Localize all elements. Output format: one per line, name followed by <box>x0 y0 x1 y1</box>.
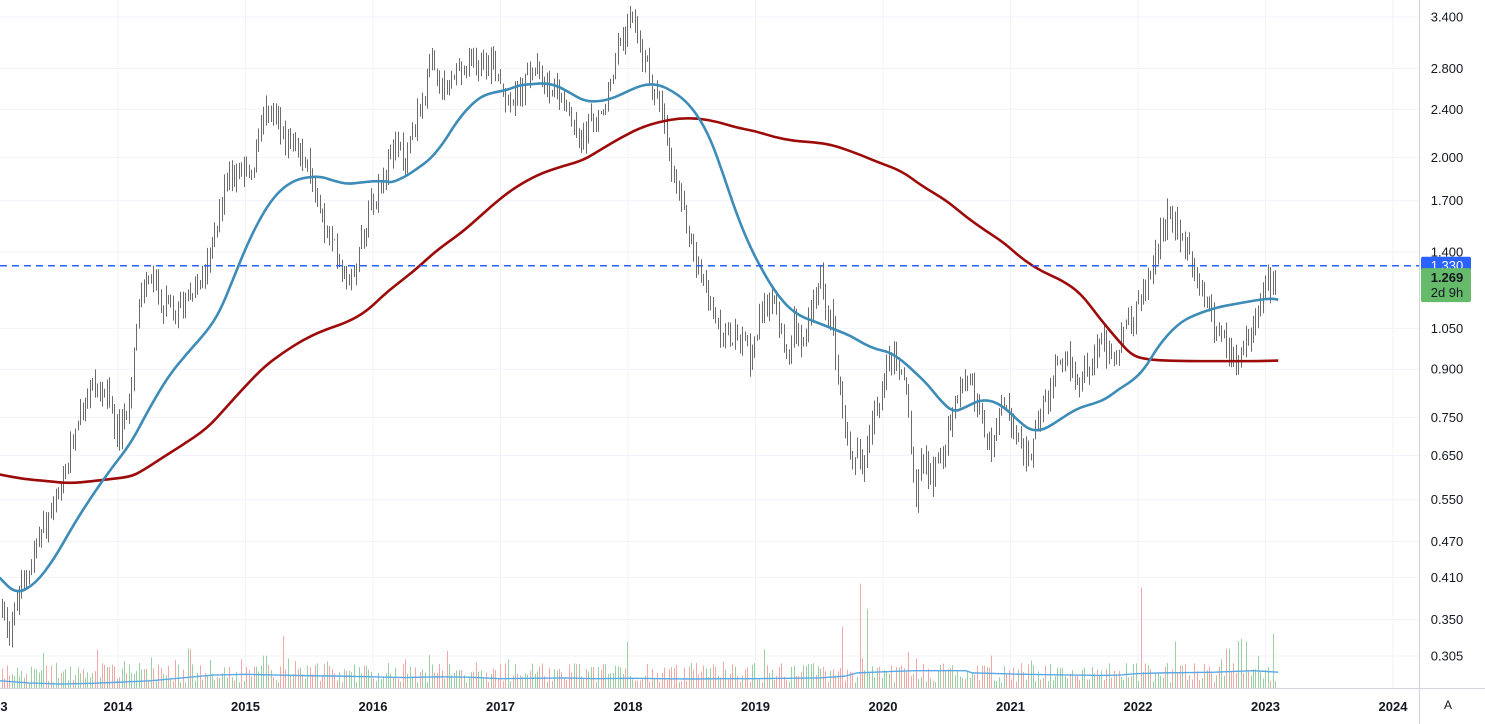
time-tick-label: 3 <box>0 699 7 714</box>
price-tick-label: 0.305 <box>1431 649 1464 664</box>
time-tick-label: 2019 <box>741 699 770 714</box>
long-ma-line <box>0 116 1279 485</box>
price-tick-label: 2.400 <box>1431 102 1464 117</box>
price-tick-label: 0.350 <box>1431 612 1464 627</box>
time-tick-label: 2016 <box>359 699 388 714</box>
price-tick-label: 2.000 <box>1431 150 1464 165</box>
price-tick-label: 0.750 <box>1431 410 1464 425</box>
volume-bars <box>0 583 1279 688</box>
candles <box>2 5 1276 648</box>
price-tick-label: 0.550 <box>1431 492 1464 507</box>
price-tick-label: 0.410 <box>1431 570 1464 585</box>
price-tick-label: 0.650 <box>1431 448 1464 463</box>
price-tick-label: 1.050 <box>1431 321 1464 336</box>
last-price-label-box <box>1421 268 1471 303</box>
volume-ma-line <box>0 670 1279 685</box>
time-tick-label: 2022 <box>1124 699 1153 714</box>
time-tick-label: 2017 <box>486 699 515 714</box>
price-tick-label: 0.470 <box>1431 534 1464 549</box>
time-tick-label: 2014 <box>104 699 134 714</box>
time-tick-label: 2023 <box>1251 699 1280 714</box>
time-tick-label: 2015 <box>231 699 260 714</box>
price-axis[interactable]: 3.400 2.800 2.400 2.000 1.700 1.400 1.050 0.900… <box>1431 10 1464 664</box>
time-axis[interactable]: 3 2014 2015 2016 2017 2018 2019 2020 2021 2022 202… <box>0 699 1408 714</box>
last-price-label: 1.269 <box>1431 270 1464 285</box>
time-tick-label: 2020 <box>869 699 898 714</box>
price-tick-label: 2.800 <box>1431 61 1464 76</box>
price-tick-label: 1.700 <box>1431 193 1464 208</box>
moving-averages <box>0 82 1419 593</box>
time-tick-label: 2018 <box>614 699 643 714</box>
auto-scale-button[interactable]: A <box>1437 694 1459 716</box>
price-tick-label: 0.900 <box>1431 362 1464 377</box>
price-tick-label: 1.400 <box>1431 245 1464 260</box>
price-tick-label: 3.400 <box>1431 10 1464 25</box>
time-tick-label: 2021 <box>996 699 1025 714</box>
bar-countdown-label: 2d 9h <box>1431 285 1464 300</box>
time-tick-label: 2024 <box>1379 699 1409 714</box>
short-ma-line <box>0 82 1279 593</box>
